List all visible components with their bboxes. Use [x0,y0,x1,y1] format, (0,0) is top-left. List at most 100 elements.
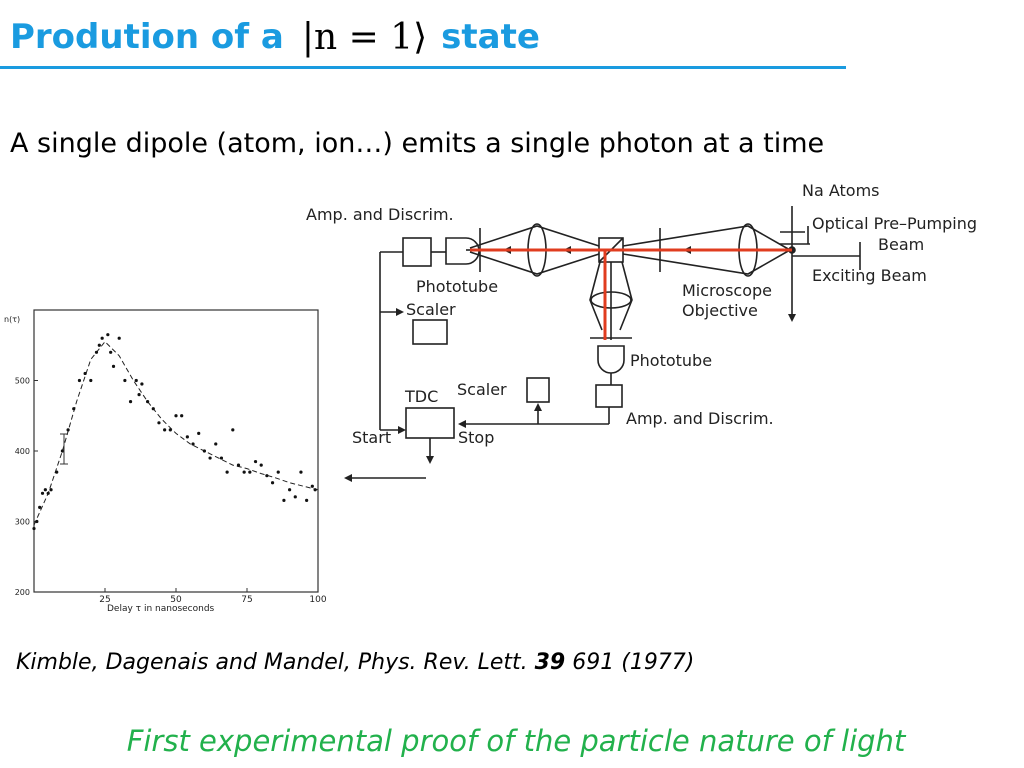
data-point [288,488,292,492]
chart-frame [33,309,319,593]
data-point [134,378,138,383]
label-phototube-left: Phototube [416,277,498,296]
title-prefix: Prodution of a [10,17,284,57]
label-amp-discrim-top: Amp. and Discrim. [306,205,454,224]
data-point [242,470,246,474]
data-point [140,382,144,386]
label-scaler-left: Scaler [406,300,456,319]
label-exciting-beam: Exciting Beam [812,266,927,285]
label-optical-pre-pumping: Optical Pre–Pumping [812,214,977,233]
data-point [259,463,263,467]
tdc-box [405,407,455,439]
label-beam: Beam [878,235,924,254]
data-point [60,449,64,453]
phototube-bottom [597,345,625,374]
data-point [46,491,50,495]
chart-ylabel: n(τ) [4,315,20,324]
data-point [191,442,195,446]
y-tick-label: 200 [15,588,30,597]
fit-curve [33,340,319,526]
data-point [94,350,99,354]
data-point [214,442,218,446]
data-point [282,498,286,502]
data-point [83,371,87,376]
data-point [265,474,269,478]
error-bar [60,433,68,465]
subtitle: A single dipole (atom, ion…) emits a sin… [10,128,825,159]
scaler-left-box [412,319,448,345]
citation: Kimble, Dagenais and Mandel, Phys. Rev. … [16,650,694,675]
label-start: Start [352,428,391,447]
data-point [185,435,189,439]
label-microscope: Microscope [682,281,772,300]
citation-page-year: 691 (1977) [572,650,695,675]
data-point [293,495,297,499]
data-point [248,470,252,474]
label-amp-discrim-bottom: Amp. and Discrim. [626,409,774,428]
data-point [109,350,113,354]
title-underline [0,66,846,69]
chart-xlabel: Delay τ in nanoseconds [107,604,215,614]
data-point [270,481,275,485]
lens-vertical [590,291,632,309]
data-point [72,407,76,411]
data-point [128,400,133,404]
data-point [35,519,39,524]
data-point [299,470,303,474]
data-point [276,470,280,474]
data-point [97,343,101,347]
correlation-chart: n(τ) Delay τ in nanoseconds 25 50 75 100 200… [4,309,327,614]
data-point [313,488,317,492]
y-tick-label: 400 [15,447,30,456]
data-point [225,470,229,474]
data-point [151,407,155,411]
data-point [305,498,309,502]
data-point [310,484,314,488]
data-point [146,400,150,404]
data-point [66,428,70,432]
data-point [49,488,53,492]
data-point [32,526,36,531]
phototube-left [445,237,480,265]
data-point [137,393,141,397]
label-na-atoms: Na Atoms [802,181,880,200]
x-tick-label: 25 [99,595,110,605]
y-tick-label: 300 [15,518,30,527]
data-point [236,463,241,467]
scaler-bottom-box [526,377,550,403]
y-tick-label: 500 [15,377,30,386]
data-point [40,491,45,495]
label-scaler-bottom: Scaler [457,380,507,399]
amp-discrim-bottom-box [595,384,623,408]
data-point [89,378,93,383]
data-point [38,505,42,509]
data-point [123,378,127,383]
data-point [197,431,201,435]
amp-discrim-top-box [402,237,432,267]
label-stop: Stop [458,428,494,447]
slide-title: Prodution of a |n = 1⟩ state [10,14,540,60]
label-phototube-bottom: Phototube [630,351,712,370]
x-tick-label: 50 [170,595,182,605]
data-point [117,336,121,340]
label-objective: Objective [682,301,758,320]
data-point [77,378,82,383]
data-point [180,414,184,418]
data-point [106,333,110,337]
data-point [231,428,235,432]
data-point [208,456,212,460]
citation-authors: Kimble, Dagenais and Mandel, Phys. Rev. … [16,650,528,675]
data-point [253,459,258,464]
photon-path [470,248,792,340]
data-point [174,414,178,418]
data-point [111,364,116,368]
tagline: First experimental proof of the particle… [126,724,906,758]
data-point [219,456,224,460]
title-suffix: state [441,17,540,57]
data-point [163,428,167,432]
apparatus-diagram [379,206,861,464]
data-point [55,470,59,474]
ket-notation: |n = 1⟩ [301,16,428,58]
x-tick-label: 100 [309,595,326,605]
